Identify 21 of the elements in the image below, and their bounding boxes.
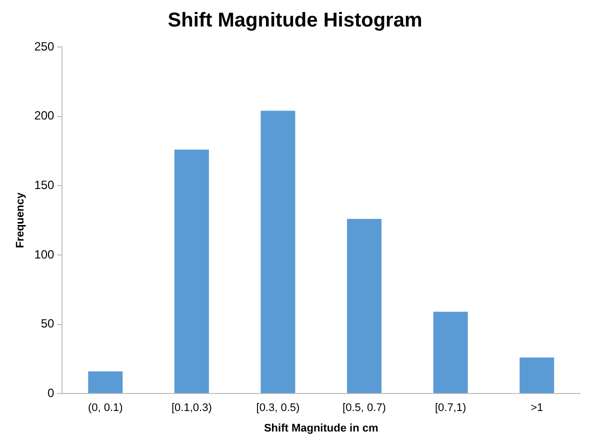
bar <box>88 371 123 394</box>
x-tick-label: [0.3, 0.5) <box>256 402 300 414</box>
y-tick-label: 150 <box>34 178 55 192</box>
y-tick-label: 50 <box>40 316 55 331</box>
y-tick-label: 200 <box>34 108 55 123</box>
y-tick-label: 0 <box>48 386 55 400</box>
bar <box>174 150 209 394</box>
chart-title: Shift Magnitude Histogram <box>168 10 422 32</box>
x-axis-title: Shift Magnitude in cm <box>264 422 378 434</box>
y-tick-label: 250 <box>34 39 55 54</box>
bar <box>260 110 296 394</box>
x-tick-label: [0.1,0.3) <box>171 402 212 414</box>
bar <box>520 358 554 394</box>
y-tick-label: 100 <box>34 247 55 262</box>
y-axis-title: Frequency <box>14 192 27 248</box>
x-tick-label: >1 <box>530 402 544 414</box>
bar <box>433 312 468 394</box>
x-tick-label: [0.7,1) <box>434 402 466 414</box>
x-tick-label: [0.5, 0.7) <box>342 402 386 414</box>
bar <box>347 218 382 394</box>
x-tick-label: (0, 0.1) <box>88 402 123 414</box>
